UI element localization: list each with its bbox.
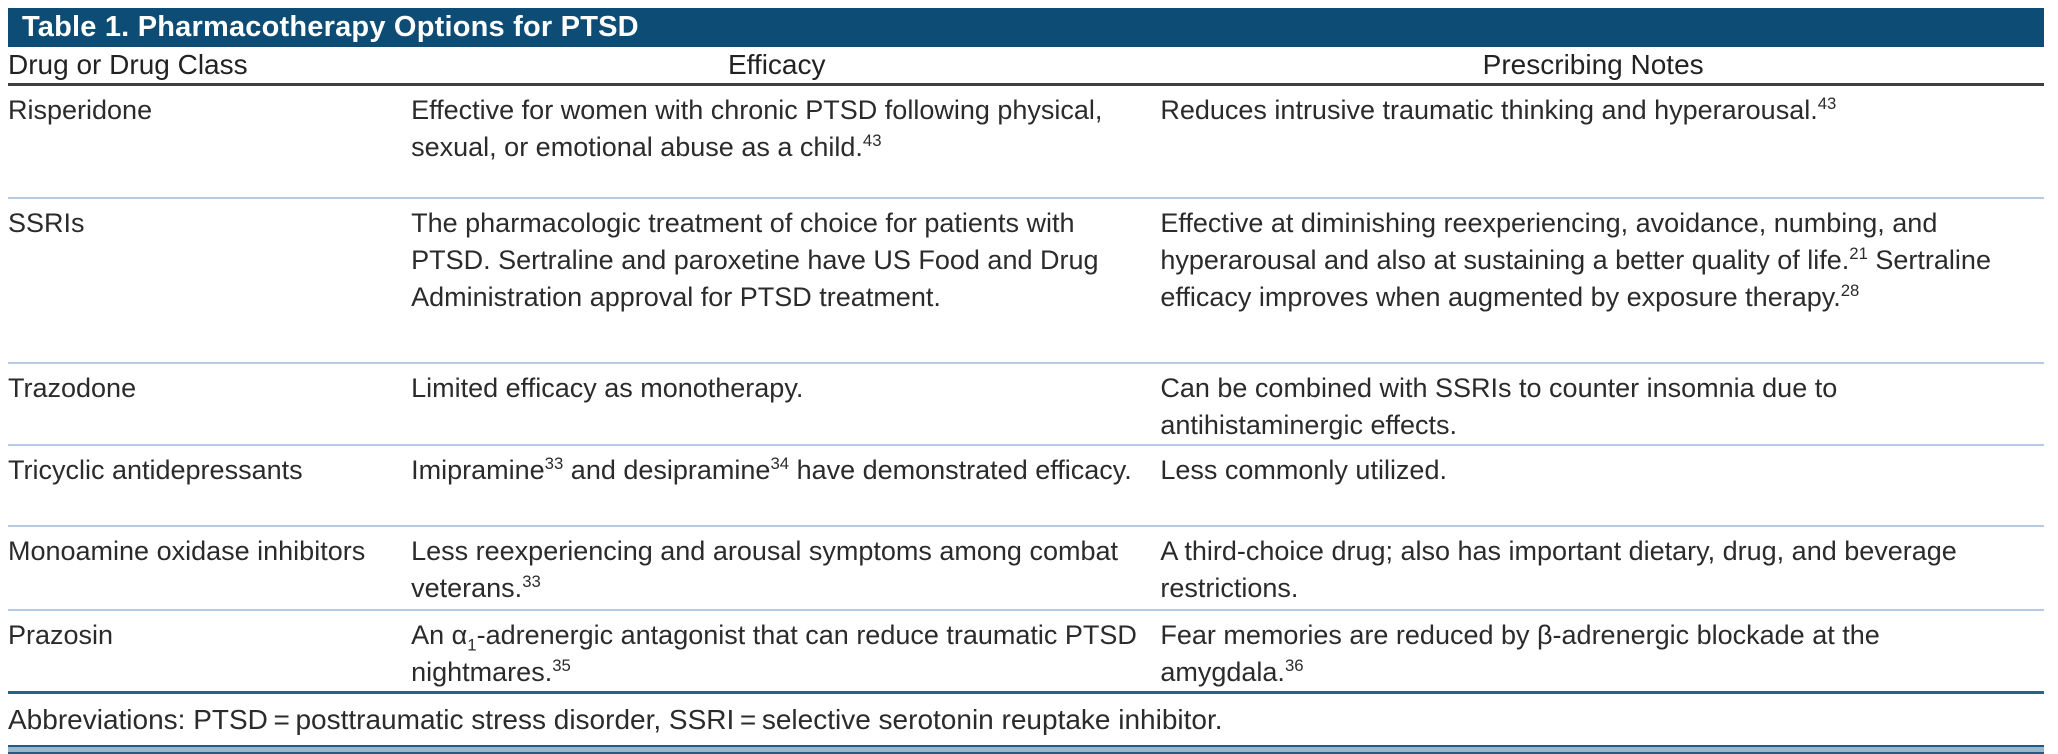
column-header-drug: Drug or Drug Class <box>8 49 248 80</box>
drug-cell: Monoamine oxidase inhibitors <box>8 536 366 566</box>
efficacy-cell: Imipramine33 and desipramine34 have demo… <box>411 454 1132 485</box>
efficacy-cell: Less reexperiencing and arousal symptoms… <box>411 536 1118 603</box>
notes-cell: Reduces intrusive traumatic thinking and… <box>1160 94 1837 125</box>
drug-cell: SSRIs <box>8 208 85 238</box>
reference-superscript: 33 <box>522 572 541 591</box>
drug-cell: Trazodone <box>8 373 137 403</box>
reference-superscript: 36 <box>1284 656 1304 675</box>
efficacy-cell: Limited efficacy as monotherapy. <box>411 373 804 403</box>
reference-superscript: 21 <box>1849 244 1868 263</box>
subscript: 1 <box>467 635 477 655</box>
reference-superscript: 43 <box>1817 94 1837 113</box>
table-row: Monoamine oxidase inhibitors Less reexper… <box>8 527 2044 611</box>
drug-cell: Prazosin <box>8 620 114 650</box>
table-body: Risperidone Effective for women with chro… <box>8 86 2044 694</box>
efficacy-cell: Effective for women with chronic PTSD fo… <box>411 95 1103 162</box>
notes-cell: A third-choice drug; also has important … <box>1160 536 1957 603</box>
column-header-row: Drug or Drug Class Efficacy Prescribing … <box>8 47 2044 86</box>
reference-superscript: 28 <box>1840 281 1860 300</box>
table-title: Table 1. Pharmacotherapy Options for PTS… <box>22 11 639 43</box>
drug-cell: Risperidone <box>8 95 153 125</box>
table-row: Prazosin An α1-adrenergic antagonist that… <box>8 611 2044 694</box>
footnote-row: Abbreviations: PTSD = posttraumatic stre… <box>8 694 2044 745</box>
reference-superscript: 43 <box>862 131 882 150</box>
table-row: Tricyclic antidepressants Imipramine33 an… <box>8 446 2044 527</box>
abbreviations-note: Abbreviations: PTSD = posttraumatic stre… <box>8 703 1223 735</box>
column-header-notes: Prescribing Notes <box>1482 49 1704 80</box>
drug-cell: Tricyclic antidepressants <box>8 455 303 485</box>
notes-cell: Fear memories are reduced by β-adrenergi… <box>1160 620 1880 687</box>
notes-cell: Less commonly utilized. <box>1160 455 1447 485</box>
efficacy-cell: The pharmacologic treatment of choice fo… <box>411 208 1099 312</box>
table-row: Risperidone Effective for women with chro… <box>8 86 2044 199</box>
notes-cell: Effective at diminishing reexperiencing,… <box>1160 208 1991 312</box>
column-header-efficacy: Efficacy <box>727 49 826 80</box>
reference-superscript: 33 <box>544 454 564 473</box>
notes-cell: Can be combined with SSRIs to counter in… <box>1160 373 1838 440</box>
reference-superscript: 35 <box>552 656 571 675</box>
table-row: SSRIs The pharmacologic treatment of choi… <box>8 199 2044 364</box>
reference-superscript: 34 <box>770 454 790 473</box>
efficacy-cell: An α1-adrenergic antagonist that can red… <box>411 620 1137 687</box>
table-title-bar: Table 1. Pharmacotherapy Options for PTS… <box>8 8 2044 47</box>
table-row: Trazodone Limited efficacy as monotherapy… <box>8 364 2044 446</box>
